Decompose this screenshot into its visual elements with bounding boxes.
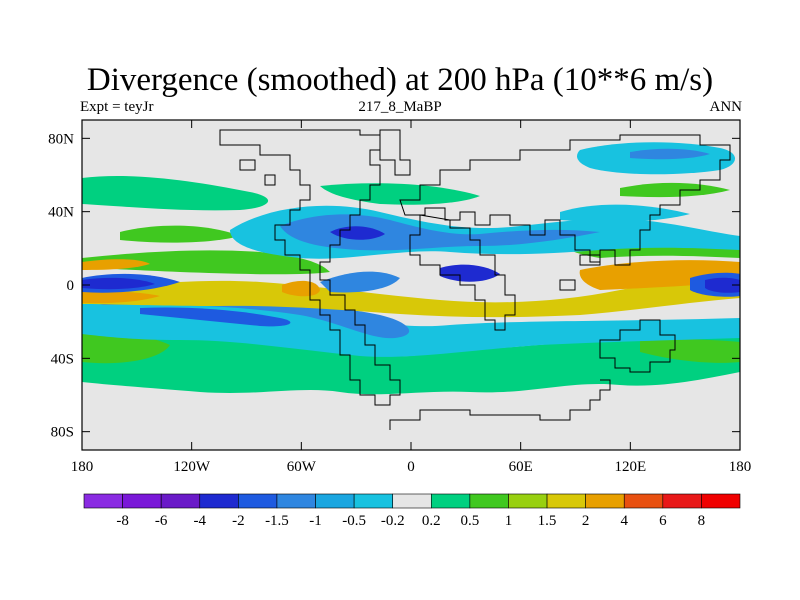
field-blue-nmid — [280, 214, 600, 251]
y-tick-label: 40S — [51, 351, 74, 367]
field-orange-ntropics-west — [82, 259, 150, 270]
field-green-ntropics — [82, 250, 330, 275]
y-tick-label: 40N — [48, 205, 74, 221]
field-yellow-equator — [82, 268, 740, 318]
colorbar-swatch — [546, 493, 586, 509]
colorbar-swatch — [430, 493, 471, 509]
colorbar-label: 0.2 — [422, 513, 441, 529]
coastline-americas — [219, 129, 401, 406]
y-tick-label: 80S — [51, 425, 74, 441]
x-tick-label: 120E — [614, 459, 646, 475]
coastline-australia — [599, 319, 676, 373]
colorbar-swatch — [508, 493, 548, 509]
contour-fields — [82, 120, 740, 450]
field-green-south-east — [640, 339, 740, 363]
colorbar-swatch — [585, 493, 625, 509]
field-green-nmid-west — [82, 175, 269, 211]
colorbar-label: -6 — [155, 513, 168, 529]
period-label: 217_8_MaBP — [358, 99, 442, 115]
colorbar-label: -4 — [194, 513, 207, 529]
colorbar-label: 4 — [620, 513, 628, 529]
colorbar-swatch — [160, 493, 201, 509]
colorbar-swatch — [469, 493, 509, 509]
field-darkblue-equator-east — [705, 277, 740, 293]
coastline-antarctica — [389, 379, 611, 430]
field-green-nmid-east — [320, 183, 480, 205]
x-tick-label: 0 — [407, 459, 415, 475]
axes: 180 120W 60W 0 60E 120E 180 80N 40N 0 40S 80S — [48, 120, 751, 475]
colorbar-label: 0.5 — [461, 513, 480, 529]
y-tick-label: 80N — [48, 131, 74, 147]
colorbar-label: 8 — [698, 513, 706, 529]
colorbar-label: -0.5 — [342, 513, 366, 529]
field-green-asia — [620, 182, 730, 198]
colorbar-label: -2 — [232, 513, 245, 529]
coastline-africa — [409, 214, 516, 331]
x-tick-label: 180 — [729, 459, 752, 475]
field-blue-northpole — [630, 148, 710, 160]
colorbar-swatch — [122, 493, 162, 509]
y-tick-label: 0 — [67, 278, 75, 294]
x-tick-label: 120W — [173, 459, 211, 475]
colorbar-label: 2 — [582, 513, 590, 529]
colorbar-swatch — [662, 493, 702, 509]
colorbar-swatch — [623, 493, 664, 509]
coastline-eurasia — [399, 134, 731, 266]
field-darkblue-equator-west — [82, 277, 155, 290]
colorbar-label: -8 — [116, 513, 129, 529]
colorbar-swatch — [276, 493, 316, 509]
chart-title: Divergence (smoothed) at 200 hPa (10**6 … — [86, 62, 714, 98]
field-cyan-asia — [560, 204, 690, 222]
continent-outlines — [219, 129, 731, 430]
colorbar-swatch — [238, 493, 278, 509]
colorbar-label: 1.5 — [538, 513, 557, 529]
field-blue-atlantic — [320, 271, 400, 293]
x-tick-label: 180 — [71, 459, 94, 475]
x-tick-label: 60W — [287, 459, 317, 475]
experiment-label: Expt = teyJr — [80, 99, 154, 115]
colorbar-swatch — [353, 493, 394, 509]
field-darkblue-africa — [440, 264, 500, 282]
field-green-south-west — [82, 331, 170, 364]
colorbar-swatch — [392, 493, 432, 509]
coastline-islands — [239, 159, 601, 291]
colorbar-swatch — [701, 493, 741, 509]
colorbar-swatch — [315, 493, 355, 509]
colorbar-swatch — [83, 493, 123, 509]
field-green-nmid-west2 — [120, 225, 240, 243]
colorbar-label: -1 — [309, 513, 322, 529]
colorbar-label: -1.5 — [265, 513, 289, 529]
coastline-greenland — [379, 129, 411, 176]
colorbar-swatch — [199, 493, 239, 509]
colorbar-label: -0.2 — [381, 513, 405, 529]
x-tick-label: 60E — [509, 459, 533, 475]
field-orange-west — [82, 291, 160, 304]
season-label: ANN — [709, 99, 743, 115]
colorbar: -8 -6 -4 -2 -1.5 -1 -0.5 -0.2 0.2 0.5 1 1.5 2 4 6 8 — [83, 493, 741, 529]
colorbar-label: 6 — [659, 513, 667, 529]
field-darkblue-south — [140, 307, 291, 327]
colorbar-label: 1 — [505, 513, 513, 529]
